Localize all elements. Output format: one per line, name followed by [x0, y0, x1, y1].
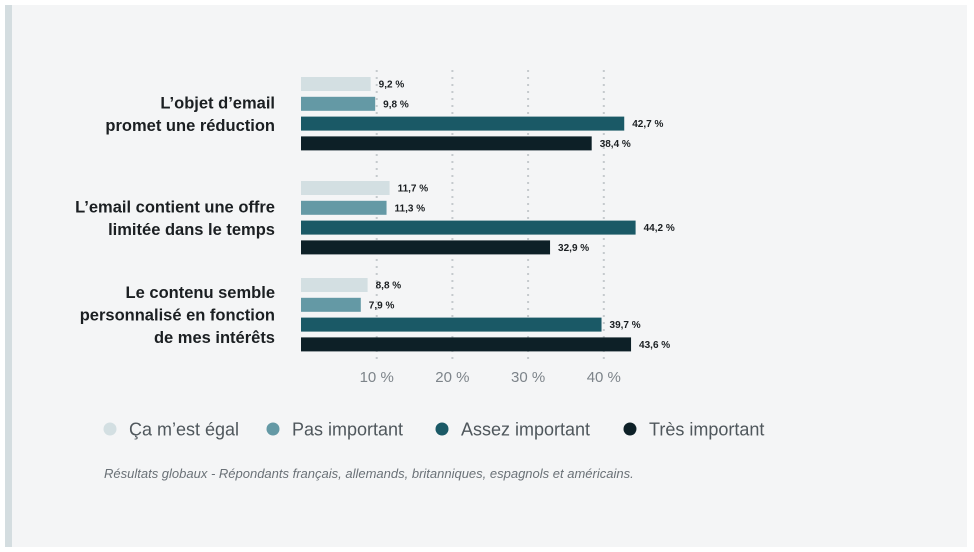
data-label: 44,2 %	[644, 223, 675, 234]
legend-swatch	[103, 422, 117, 436]
data-label: 11,7 %	[398, 184, 429, 195]
bar	[301, 181, 390, 195]
x-tick-label: 40 %	[587, 369, 621, 386]
legend-swatch	[266, 422, 280, 436]
category-label: L’email contient une offre limitée dans l…	[75, 198, 275, 239]
data-label: 8,8 %	[376, 281, 402, 292]
category-label-line: de mes intérêts	[154, 329, 275, 347]
category-label-line: Le contenu semble	[126, 284, 275, 302]
legend-swatch	[623, 422, 637, 436]
data-label: 42,7 %	[632, 119, 663, 130]
data-label: 11,3 %	[395, 203, 426, 214]
category-label-line: L’email contient une offre	[75, 198, 275, 216]
chart-panel	[5, 5, 967, 547]
data-label: 9,8 %	[383, 99, 409, 110]
bar	[301, 337, 632, 352]
bar	[301, 77, 371, 91]
x-tick-label: 30 %	[511, 369, 545, 386]
bar	[301, 297, 361, 312]
data-label: 43,6 %	[639, 340, 670, 351]
category-label: Le contenu semble personnalisé en fonctio…	[80, 284, 275, 347]
data-label: 9,2 %	[379, 80, 405, 91]
x-tick-label: 20 %	[435, 369, 469, 386]
legend-swatch	[435, 422, 449, 436]
legend-label: Pas important	[292, 420, 403, 440]
x-tick-label: 10 %	[360, 369, 394, 386]
bar	[301, 240, 551, 255]
gridlines	[375, 70, 605, 360]
bar	[301, 136, 592, 151]
category-labels: L’objet d’email promet une réduction L’ema…	[75, 94, 275, 347]
category-label-line: promet une réduction	[105, 117, 275, 135]
bar	[301, 200, 387, 215]
data-label: 7,9 %	[369, 300, 395, 311]
legend-label: Très important	[649, 420, 764, 440]
bar	[301, 96, 376, 111]
data-label: 38,4 %	[600, 139, 631, 150]
category-label: L’objet d’email promet une réduction	[105, 94, 275, 135]
bar	[301, 220, 636, 235]
legend: Ça m’est égal Pas important Assez importan…	[103, 420, 764, 440]
data-label: 39,7 %	[610, 320, 641, 331]
legend-label: Assez important	[461, 420, 590, 440]
category-label-line: limitée dans le temps	[108, 221, 275, 239]
footnote: Résultats globaux - Répondants français,…	[104, 466, 634, 481]
bar	[301, 278, 368, 292]
data-label: 32,9 %	[558, 243, 589, 254]
bar	[301, 317, 602, 332]
bars: 9,2 % 9,8 % 42,7 %38,4 % 11,7 % 11,3 % 44,2 %…	[301, 77, 675, 352]
x-axis-ticks: 10 % 20 % 30 % 40 %	[360, 369, 621, 386]
category-label-line: L’objet d’email	[160, 94, 275, 112]
category-label-line: personnalisé en fonction	[80, 307, 275, 325]
bar	[301, 116, 625, 131]
legend-label: Ça m’est égal	[129, 420, 239, 440]
